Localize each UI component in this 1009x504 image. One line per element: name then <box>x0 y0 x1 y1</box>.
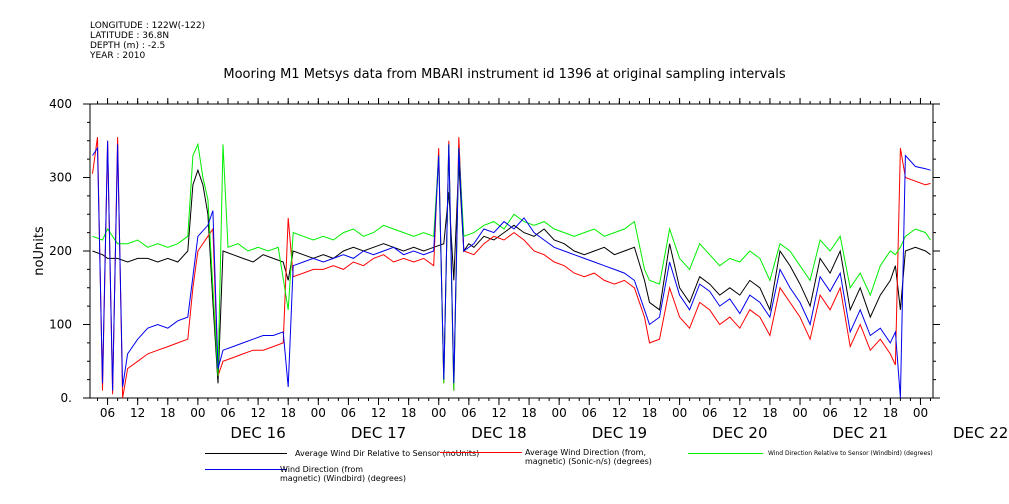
latitude-label: LATITUDE : 36.8N <box>90 31 170 41</box>
depth-label: DEPTH (m) : -2.5 <box>90 41 166 51</box>
x-day-label: DEC 20 <box>712 424 767 442</box>
legend-label-line2: magnetic) (Windbird) (degrees) <box>280 474 407 483</box>
legend-swatch <box>440 452 522 453</box>
legend-entry-green: Wind Direction Relative to Sensor (Windb… <box>688 449 988 461</box>
x-day-label: DEC 17 <box>351 424 406 442</box>
legend-entry-red: Average Wind Direction (from, magnetic) … <box>440 448 700 468</box>
x-day-label: DEC 18 <box>471 424 526 442</box>
legend-entry-blue: Wind Direction (from magnetic) (Windbird… <box>205 465 505 485</box>
x-tick-label: 06 <box>461 406 476 420</box>
x-tick-label: 00 <box>552 406 567 420</box>
x-day-label: DEC 21 <box>833 424 888 442</box>
x-tick-label: 18 <box>160 406 175 420</box>
x-day-label: DEC 22 <box>953 424 1008 442</box>
legend-label-line2: magnetic) (Sonic-n/s) (degrees) <box>525 457 652 466</box>
y-tick-label: 0. <box>61 391 72 405</box>
y-tick-label: 100 <box>49 318 72 332</box>
x-tick-label: 00 <box>913 406 928 420</box>
x-tick-label: 12 <box>130 406 145 420</box>
x-tick-label: 18 <box>762 406 777 420</box>
x-tick-label: 18 <box>521 406 536 420</box>
x-tick-label: 18 <box>281 406 296 420</box>
legend-label: Average Wind Dir Relative to Sensor (noU… <box>295 449 480 458</box>
year-label: YEAR : 2010 <box>90 51 146 61</box>
chart-title: Mooring M1 Metsys data from MBARI instru… <box>223 67 786 82</box>
x-tick-label: 18 <box>401 406 416 420</box>
x-tick-label: 06 <box>220 406 235 420</box>
x-tick-label: 00 <box>792 406 807 420</box>
x-tick-label: 00 <box>431 406 446 420</box>
x-tick-label: 12 <box>491 406 506 420</box>
x-tick-label: 00 <box>311 406 326 420</box>
x-tick-label: 00 <box>672 406 687 420</box>
legend-swatch <box>205 469 287 470</box>
legend-label: Average Wind Direction (from, <box>525 448 647 457</box>
y-tick-label: 400 <box>49 97 72 111</box>
series-line-2 <box>92 142 931 391</box>
x-tick-label: 12 <box>250 406 265 420</box>
x-tick-label: 12 <box>612 406 627 420</box>
y-tick-label: 200 <box>49 244 72 258</box>
x-tick-label: 06 <box>702 406 717 420</box>
x-tick-label: 18 <box>642 406 657 420</box>
y-axis-label: noUnits <box>32 226 47 276</box>
x-tick-label: 06 <box>341 406 356 420</box>
x-tick-label: 06 <box>100 406 115 420</box>
x-tick-label: 12 <box>853 406 868 420</box>
longitude-label: LONGITUDE : 122W(-122) <box>90 21 206 31</box>
legend-swatch <box>205 453 287 454</box>
x-day-label: DEC 16 <box>230 424 285 442</box>
legend-swatch <box>688 453 763 454</box>
series-line-3 <box>92 140 931 399</box>
metadata-block: LONGITUDE : 122W(-122) LATITUDE : 36.8N … <box>90 21 205 61</box>
legend-label: Wind Direction (from <box>280 465 364 474</box>
x-tick-label: 06 <box>822 406 837 420</box>
series-line-1 <box>92 137 931 399</box>
x-tick-label: 12 <box>371 406 386 420</box>
y-tick-label: 300 <box>49 171 72 185</box>
series-line-0 <box>92 162 931 384</box>
x-tick-label: 06 <box>582 406 597 420</box>
x-tick-label: 12 <box>732 406 747 420</box>
legend-entry-black: Average Wind Dir Relative to Sensor (noU… <box>205 449 495 461</box>
legend-label: Wind Direction Relative to Sensor (Windb… <box>768 450 933 457</box>
x-day-label: DEC 19 <box>592 424 647 442</box>
x-tick-label: 18 <box>883 406 898 420</box>
x-tick-label: 00 <box>190 406 205 420</box>
